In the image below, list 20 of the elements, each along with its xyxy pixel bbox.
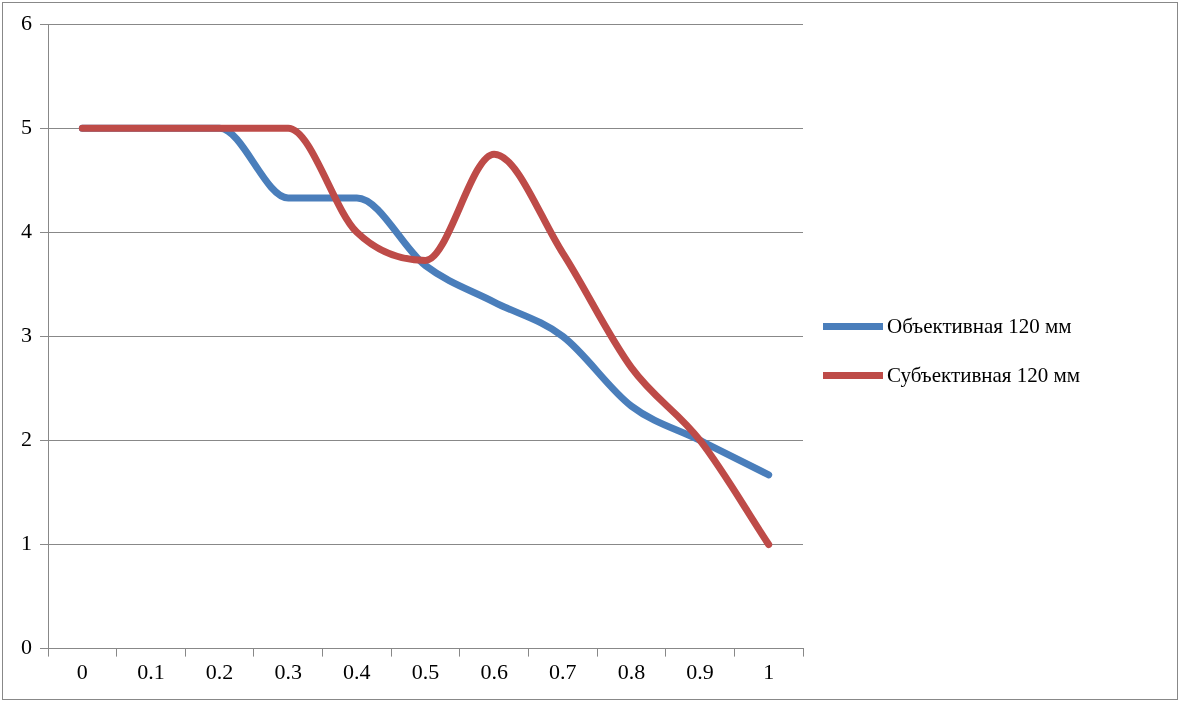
x-tick-label: 0.4 [343,658,371,684]
y-tick-label: 0 [21,634,32,660]
x-tick-label: 0.3 [274,658,302,684]
x-tick-label: 1 [763,658,775,684]
y-tick-label: 3 [21,322,32,348]
x-tick-label: 0.2 [205,658,234,684]
y-tick-label: 6 [21,9,32,35]
y-tick-label: 4 [21,218,32,244]
y-tick-label: 2 [21,426,32,452]
legend-label: Субъективная 120 мм [887,363,1081,388]
x-tick-label: 0.6 [480,658,508,684]
y-tick-label: 5 [21,114,32,140]
x-tick-label: 0.5 [411,658,440,684]
x-tick-label: 0.1 [137,658,165,684]
legend-label: Объективная 120 мм [887,314,1072,339]
x-tick-label: 0.9 [686,658,714,684]
x-tick-label: 0.8 [617,658,646,684]
x-tick-label: 0.7 [549,658,577,684]
y-tick-label: 1 [21,530,32,556]
x-tick-label: 0 [76,658,88,684]
